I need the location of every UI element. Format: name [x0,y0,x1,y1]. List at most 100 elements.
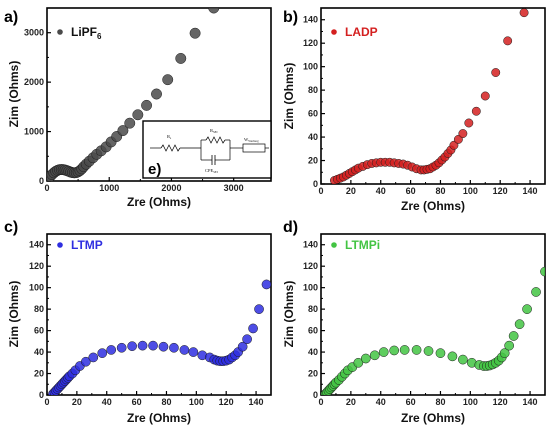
data-point [169,342,179,353]
data-point [423,346,434,356]
resistor-rs [160,144,181,152]
data-point [519,8,529,18]
y-axis-title: Zim (Ohms) [7,61,21,128]
y-tick-label: 20 [308,369,318,379]
x-tick-label: 2000 [161,183,181,193]
data-point [458,354,468,365]
y-tick-label: 1000 [24,127,44,137]
data-point [514,319,525,330]
panel-label: a) [4,9,18,26]
y-tick-label: 80 [308,304,318,314]
data-point [464,118,474,128]
y-tick-label: 120 [303,261,318,271]
legend-marker [331,242,337,248]
data-point [447,351,458,362]
y-tick-label: 100 [29,283,44,293]
x-tick-label: 0 [318,186,323,196]
cpe-label: CPESEI [205,168,218,174]
legend-label: LiPF6 [71,25,102,41]
data-point [378,347,389,357]
data-point [116,342,127,353]
data-point [369,350,380,361]
x-tick-label: 40 [376,186,386,196]
x-tick-label: 60 [406,186,416,196]
data-point [435,348,446,358]
data-point [242,334,252,345]
data-point [540,266,545,277]
y-tick-label: 140 [29,240,44,250]
data-point [127,341,137,352]
x-tick-label: 100 [189,397,204,407]
data-point [106,345,117,355]
y-tick-label: 2000 [24,77,44,87]
panel-label: d) [283,219,298,236]
panel-a: 0 1000 2000 3000 0 1000 2000 3000 Zre (Ohms) Zim … [4,7,272,209]
y-tick-label: 120 [29,261,44,271]
y-tick-label: 120 [303,38,318,48]
data-point [449,140,459,150]
data-point [189,27,201,39]
y-axis-title: Zim (Ohms) [282,281,296,348]
data-point [471,106,481,116]
y-tick-label: 0 [313,179,318,189]
x-tick-label: 3000 [224,183,244,193]
x-tick-label: 140 [249,397,264,407]
data-point [491,68,501,77]
data-point [124,117,136,129]
inset-frame [142,120,272,179]
x-tick-label: 80 [435,186,445,196]
y-axis-title: Zim (Ohms) [7,281,21,348]
data-point [389,345,400,356]
data-point [188,347,199,357]
data-point [80,356,91,367]
x-tick-label: 120 [219,397,234,407]
data-point [132,109,144,121]
data-point [179,345,190,355]
data-point [531,287,541,297]
x-tick-label: 80 [435,397,445,407]
data-series [47,8,220,181]
plot-frame [320,7,546,185]
panel-d: 0 20 40 60 80 100 120 140 0 20 40 60 80 100 120 140 Zre … [282,219,546,425]
y-tick-label: 0 [313,390,318,400]
y-tick-label: 80 [34,304,44,314]
y-tick-label: 100 [303,62,318,72]
data-point [261,279,271,290]
y-tick-label: 100 [303,283,318,293]
data-point [353,357,364,368]
legend-label: LTMP [71,238,103,252]
y-tick-label: 0 [39,390,44,400]
x-tick-label: 140 [523,397,538,407]
y-tick-label: 40 [308,347,318,357]
panel-b: 0 20 40 60 80 100 120 140 0 20 40 60 80 100 120 140 Zre … [282,7,546,213]
y-tick-label: 40 [34,347,44,357]
warburg-label: WWarburg [244,137,259,143]
y-tick-label: 3000 [24,28,44,38]
x-tick-label: 60 [132,397,142,407]
y-tick-label: 0 [39,176,44,186]
inset-circuit: Rs RSEI CPESEI WWarburg e) [142,120,272,179]
data-point [175,52,187,64]
x-tick-label: 0 [44,183,49,193]
x-tick-label: 100 [463,186,478,196]
data-point [141,99,153,111]
y-tick-label: 60 [34,326,44,336]
x-tick-label: 20 [346,397,356,407]
x-tick-label: 60 [406,397,416,407]
data-point [88,352,99,363]
panel-label: c) [4,219,18,236]
plot-frame [320,233,546,396]
y-tick-label: 140 [303,15,318,25]
data-point [148,340,158,351]
panel-c: 0 20 40 60 80 100 120 140 0 20 40 60 80 100 120 140 Zre … [4,219,272,425]
data-point [522,304,532,314]
plot-frame [46,7,272,182]
data-point [458,129,468,139]
data-point [162,74,174,86]
y-tick-label: 80 [308,85,318,95]
y-tick-label: 20 [308,156,318,166]
data-point [248,323,258,334]
data-point [399,345,410,355]
data-series [329,8,529,184]
y-tick-label: 140 [303,240,318,250]
